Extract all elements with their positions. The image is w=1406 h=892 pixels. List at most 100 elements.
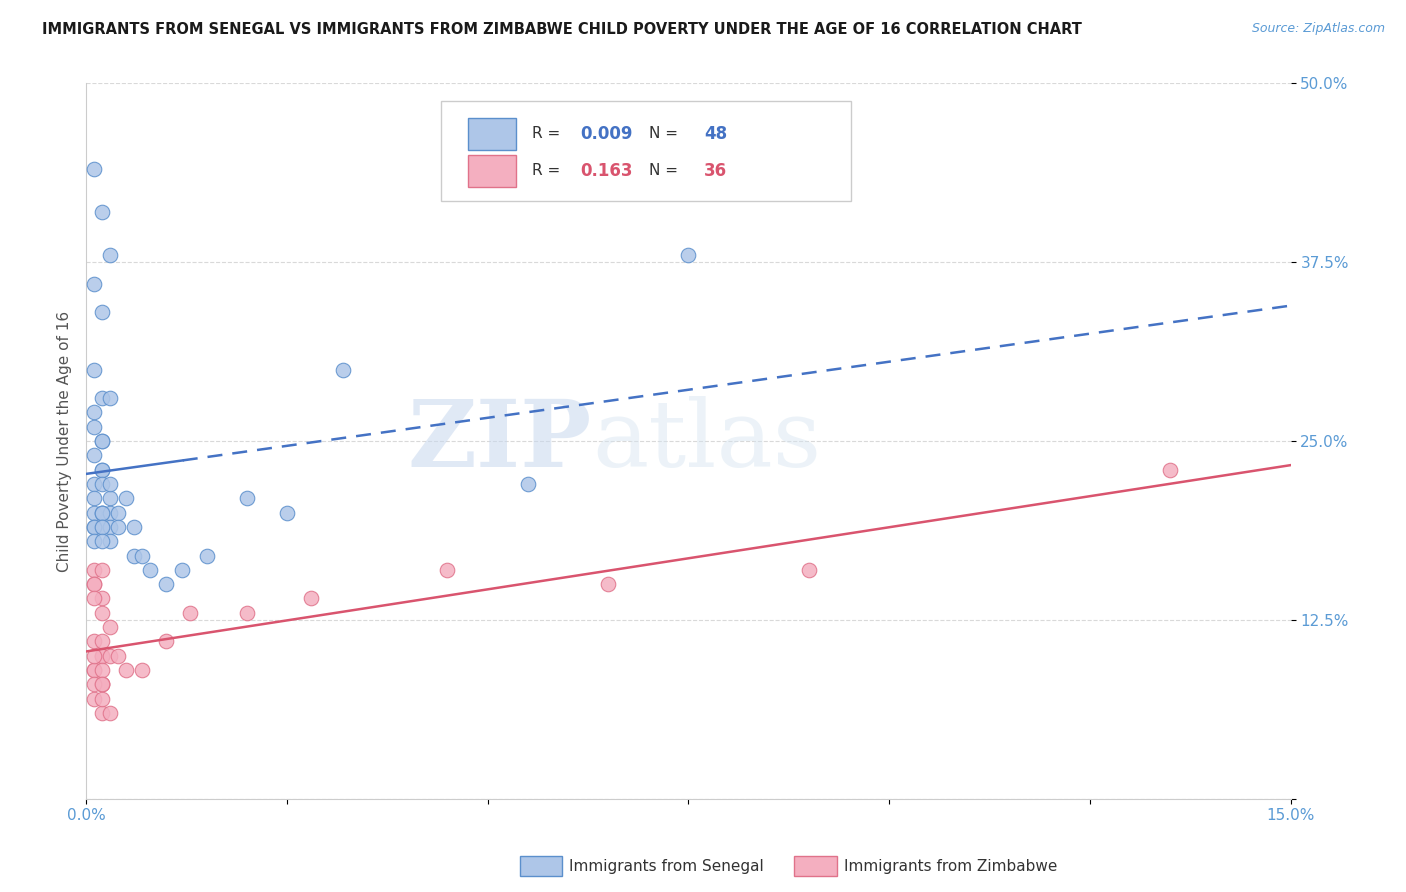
Point: [83, 506, 105, 520]
Point: [1159, 463, 1181, 477]
Point: [91, 534, 114, 549]
Point: [91, 648, 114, 663]
Point: [83, 477, 105, 491]
Point: [91, 706, 114, 720]
Point: [122, 520, 145, 534]
Point: [299, 591, 322, 606]
Point: [91, 477, 114, 491]
Point: [91, 677, 114, 691]
Point: [276, 506, 298, 520]
Point: [139, 563, 162, 577]
Text: Immigrants from Senegal: Immigrants from Senegal: [569, 859, 765, 873]
Point: [91, 434, 114, 449]
Point: [91, 506, 114, 520]
Point: [91, 634, 114, 648]
Point: [91, 663, 114, 677]
Point: [98, 491, 121, 506]
Text: R =: R =: [531, 126, 565, 141]
Point: [91, 305, 114, 319]
Point: [83, 634, 105, 648]
Text: R =: R =: [531, 163, 569, 178]
Text: N =: N =: [648, 163, 682, 178]
Point: [91, 520, 114, 534]
Point: [83, 362, 105, 376]
Point: [122, 549, 145, 563]
Point: [98, 620, 121, 634]
Point: [107, 506, 129, 520]
Point: [83, 663, 105, 677]
Text: atlas: atlas: [592, 396, 821, 486]
Point: [83, 449, 105, 463]
Point: [83, 534, 105, 549]
Point: [596, 577, 619, 591]
Point: [98, 534, 121, 549]
Point: [155, 634, 177, 648]
Point: [83, 405, 105, 419]
Point: [83, 162, 105, 177]
Point: [83, 277, 105, 291]
Point: [91, 506, 114, 520]
Point: [332, 362, 354, 376]
Text: 0.009: 0.009: [579, 125, 633, 143]
Point: [83, 491, 105, 506]
Point: [155, 577, 177, 591]
Point: [91, 677, 114, 691]
Point: [797, 563, 820, 577]
Point: [98, 391, 121, 405]
Point: [91, 205, 114, 219]
Point: [98, 706, 121, 720]
Point: [235, 491, 257, 506]
Point: [83, 520, 105, 534]
Point: [83, 419, 105, 434]
Point: [91, 606, 114, 620]
Point: [91, 463, 114, 477]
Point: [115, 663, 138, 677]
Point: [91, 391, 114, 405]
Point: [83, 577, 105, 591]
Text: 48: 48: [704, 125, 727, 143]
Point: [83, 648, 105, 663]
FancyBboxPatch shape: [441, 102, 851, 202]
Point: [98, 520, 121, 534]
Y-axis label: Child Poverty Under the Age of 16: Child Poverty Under the Age of 16: [58, 310, 72, 572]
Text: ZIP: ZIP: [408, 396, 592, 486]
Point: [83, 691, 105, 706]
Point: [436, 563, 458, 577]
Text: Immigrants from Zimbabwe: Immigrants from Zimbabwe: [844, 859, 1057, 873]
Point: [98, 248, 121, 262]
Point: [235, 606, 257, 620]
Point: [91, 463, 114, 477]
Point: [98, 648, 121, 663]
Point: [516, 477, 538, 491]
Point: [83, 663, 105, 677]
Text: IMMIGRANTS FROM SENEGAL VS IMMIGRANTS FROM ZIMBABWE CHILD POVERTY UNDER THE AGE : IMMIGRANTS FROM SENEGAL VS IMMIGRANTS FR…: [42, 22, 1083, 37]
Point: [195, 549, 218, 563]
Point: [83, 577, 105, 591]
Text: N =: N =: [648, 126, 682, 141]
Text: 36: 36: [704, 161, 727, 179]
Point: [91, 591, 114, 606]
Point: [179, 606, 201, 620]
Point: [91, 648, 114, 663]
Point: [91, 434, 114, 449]
Point: [83, 520, 105, 534]
Point: [91, 506, 114, 520]
Point: [83, 591, 105, 606]
Point: [83, 563, 105, 577]
Point: [91, 677, 114, 691]
Point: [115, 491, 138, 506]
Point: [98, 506, 121, 520]
Text: Source: ZipAtlas.com: Source: ZipAtlas.com: [1251, 22, 1385, 36]
Point: [91, 520, 114, 534]
Point: [678, 248, 700, 262]
Point: [107, 648, 129, 663]
Point: [131, 663, 153, 677]
Point: [131, 549, 153, 563]
FancyBboxPatch shape: [468, 118, 516, 150]
Point: [98, 477, 121, 491]
Point: [107, 520, 129, 534]
Text: 0.163: 0.163: [579, 161, 633, 179]
Point: [83, 677, 105, 691]
Point: [172, 563, 194, 577]
Point: [91, 563, 114, 577]
